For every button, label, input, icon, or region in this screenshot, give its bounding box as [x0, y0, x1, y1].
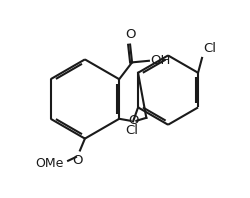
Text: Cl: Cl: [125, 124, 138, 137]
Text: O: O: [72, 154, 83, 168]
Text: OH: OH: [149, 54, 170, 67]
Text: O: O: [124, 28, 135, 41]
Text: Cl: Cl: [202, 42, 215, 55]
Text: O: O: [128, 114, 138, 127]
Text: OMe: OMe: [36, 157, 64, 170]
